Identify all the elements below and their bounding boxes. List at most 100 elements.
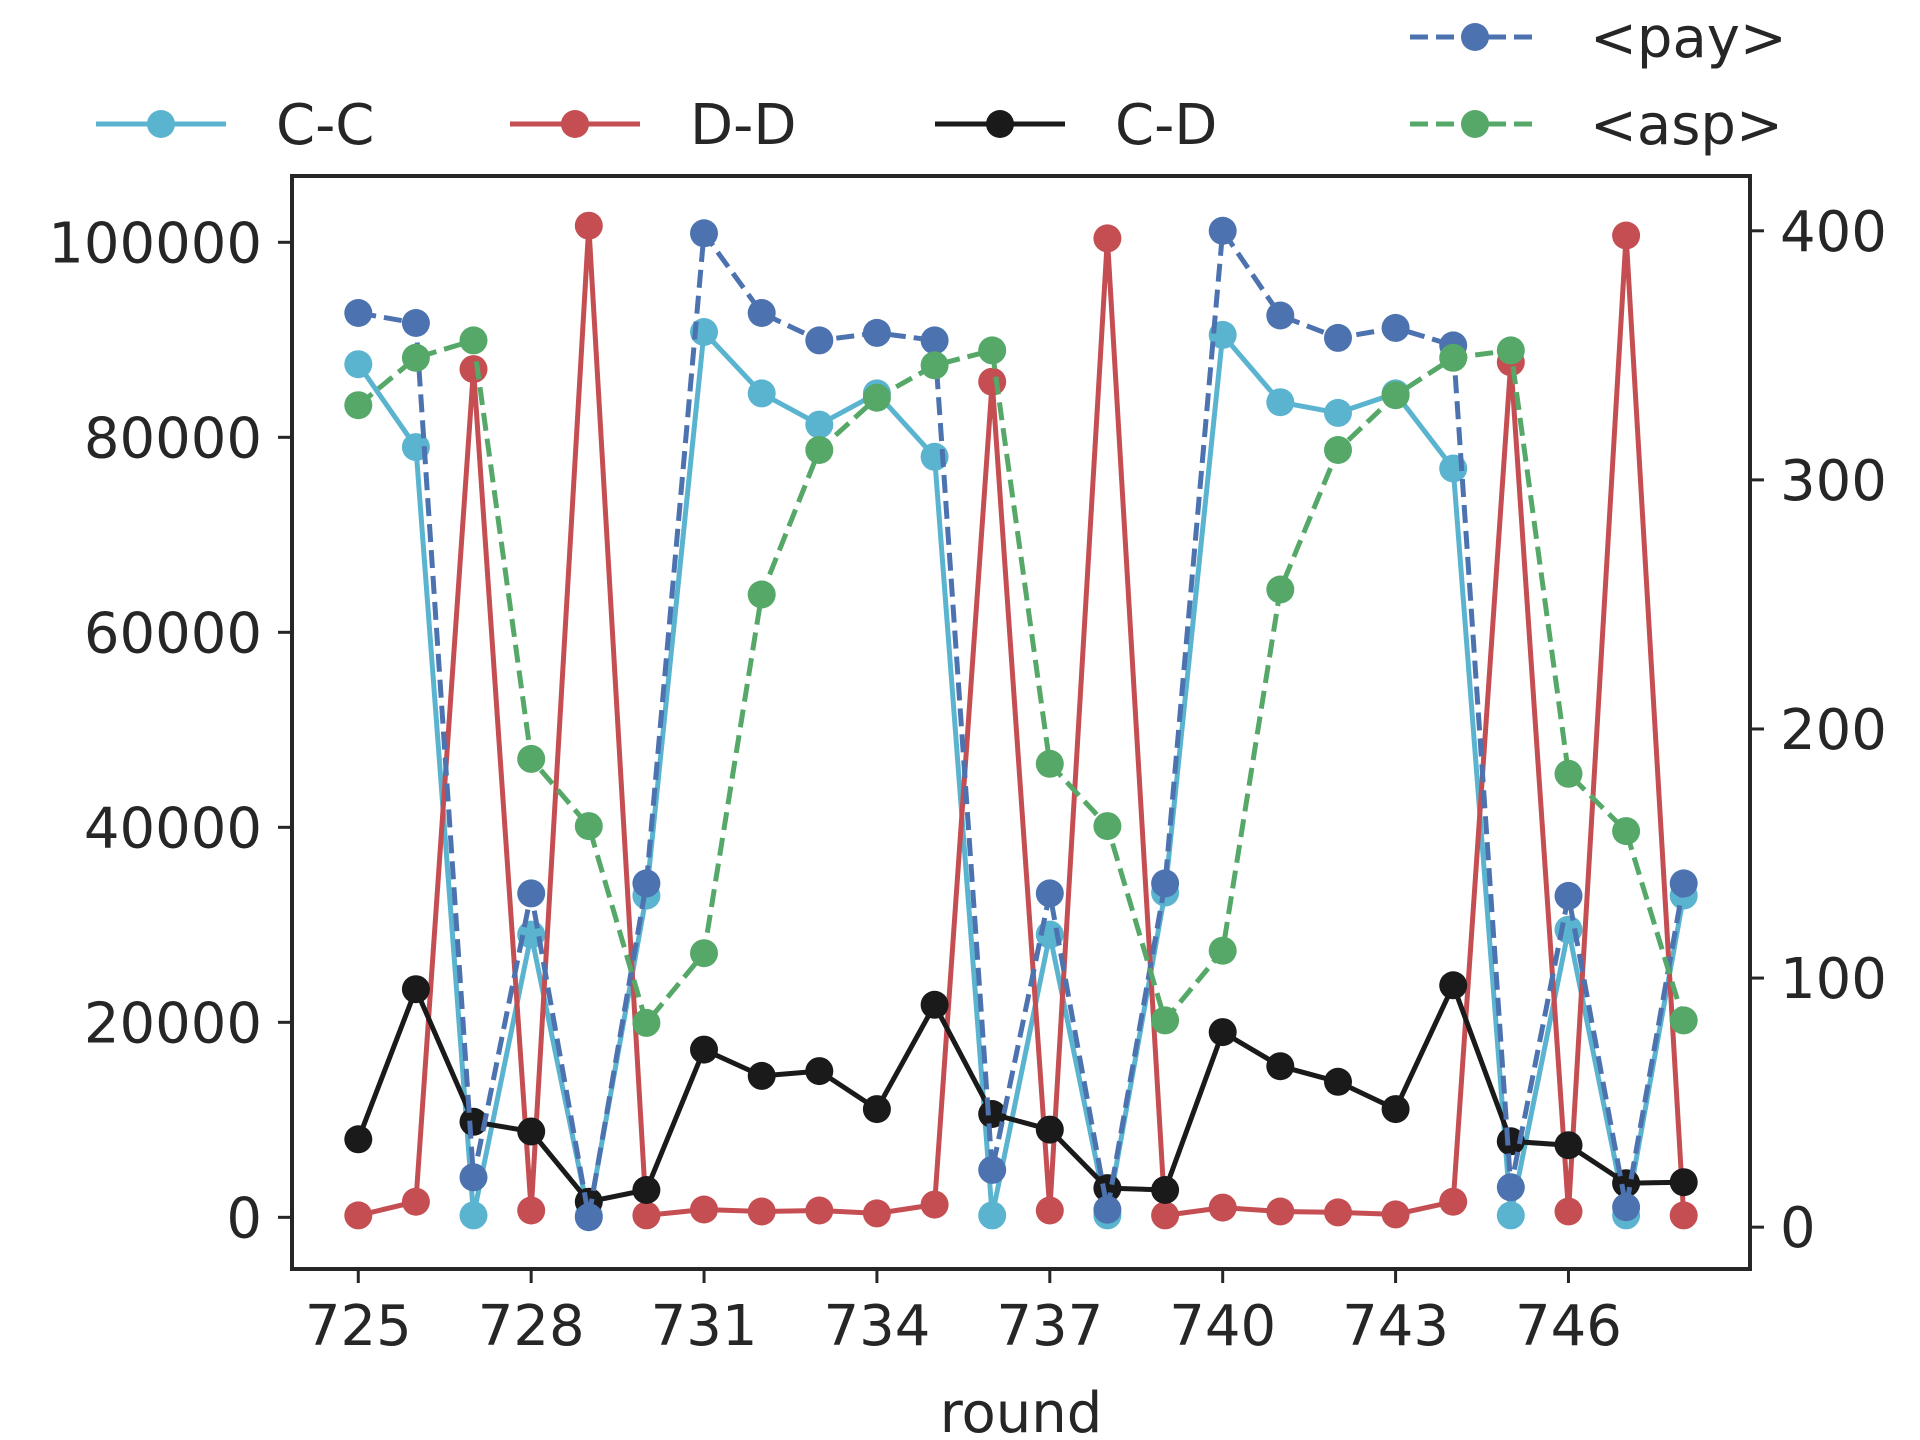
data-point-pay — [1554, 881, 1583, 910]
y-left-tick-label: 100000 — [48, 211, 262, 276]
data-point-asp — [1324, 436, 1352, 464]
y-right-tick-label: 400 — [1780, 200, 1887, 265]
data-point-c-d — [978, 1100, 1007, 1128]
legend-entry-pay: <pay> — [1410, 6, 1787, 71]
x-tick-label: 737 — [996, 1294, 1103, 1359]
data-point-c-d — [459, 1107, 488, 1136]
series-line-pay — [357, 228, 1687, 1220]
x-tick-label: 725 — [305, 1294, 412, 1359]
data-point-c-d — [747, 1061, 776, 1090]
data-point-pay — [1324, 323, 1352, 352]
data-point-c-d — [690, 1035, 718, 1064]
data-point-pay — [401, 309, 430, 337]
data-point-c-d — [1496, 1127, 1525, 1156]
data-point-pay — [1151, 869, 1180, 898]
x-tick-label: 743 — [1342, 1294, 1449, 1359]
y-left-tick-label: 0 — [226, 1186, 262, 1251]
data-point-c-c — [747, 379, 776, 408]
data-point-c-d — [517, 1117, 546, 1146]
data-point-pay — [862, 318, 891, 347]
data-point-c-d — [1208, 1018, 1237, 1047]
x-tick-label: 734 — [823, 1294, 930, 1359]
data-point-pay — [1208, 216, 1237, 245]
data-point-asp — [517, 744, 546, 773]
data-point-pay — [1381, 313, 1410, 342]
data-point-c-d — [862, 1095, 891, 1124]
data-point-pay — [747, 299, 776, 327]
data-point-c-d — [1035, 1115, 1064, 1144]
data-point-asp — [1496, 336, 1525, 365]
series-asp — [344, 326, 1698, 1037]
data-point-pay — [920, 326, 949, 355]
data-point-d-d — [1035, 1196, 1064, 1225]
data-point-d-d — [1208, 1193, 1237, 1222]
data-point-asp — [401, 343, 430, 372]
data-point-asp — [1151, 1006, 1180, 1035]
y-left-tick-label: 40000 — [84, 796, 262, 861]
legend-label: <asp> — [1590, 93, 1783, 158]
data-point-c-c — [1324, 398, 1352, 427]
data-point-pay — [805, 326, 834, 355]
x-tick-label: 731 — [651, 1294, 758, 1359]
data-point-d-d — [517, 1196, 546, 1225]
data-point-c-d — [1266, 1052, 1295, 1081]
plot-area — [290, 174, 1752, 1271]
data-point-asp — [1208, 936, 1237, 965]
data-point-asp — [1439, 343, 1468, 372]
data-point-d-d — [1669, 1201, 1698, 1230]
data-point-c-d — [1669, 1168, 1698, 1197]
data-point-asp — [690, 939, 718, 968]
series-line-asp — [356, 337, 1687, 1026]
data-point-d-d — [862, 1199, 891, 1228]
data-point-d-d — [1554, 1197, 1583, 1226]
legend-entry-asp: <asp> — [1410, 93, 1783, 158]
x-tick-label: 740 — [1169, 1294, 1276, 1359]
data-point-c-c — [344, 350, 373, 379]
data-point-pay — [1266, 301, 1295, 330]
legend-marker — [147, 110, 175, 138]
legend-entry-c-d: C-D — [935, 93, 1217, 158]
data-point-c-c — [459, 1201, 488, 1230]
data-point-pay — [574, 1203, 603, 1232]
data-point-d-d — [805, 1196, 834, 1225]
data-point-asp — [920, 351, 949, 380]
data-point-d-d — [747, 1197, 776, 1226]
y-right-tick-label: 0 — [1780, 1196, 1816, 1261]
data-point-asp — [1554, 759, 1583, 788]
data-point-pay — [1496, 1173, 1525, 1202]
y-right-tick-label: 300 — [1780, 449, 1887, 514]
data-point-d-d — [632, 1201, 661, 1230]
y-left-tick-label: 60000 — [84, 601, 262, 666]
x-tick-label: 728 — [478, 1294, 585, 1359]
data-point-asp — [344, 391, 373, 420]
data-point-c-d — [1439, 971, 1468, 1000]
legend-label: C-D — [1115, 93, 1217, 158]
data-point-c-d — [1151, 1176, 1180, 1204]
y-left-tick-label: 80000 — [84, 406, 262, 471]
data-point-pay — [344, 299, 373, 327]
series-line-d-d — [357, 223, 1687, 1218]
data-point-asp — [574, 812, 603, 841]
x-axis-label: round — [940, 1381, 1103, 1440]
data-point-asp — [1669, 1006, 1698, 1035]
data-point-d-d — [1381, 1200, 1410, 1229]
data-point-pay — [459, 1163, 488, 1192]
data-point-asp — [1266, 575, 1295, 604]
data-point-d-d — [1093, 224, 1122, 253]
data-point-d-d — [1612, 221, 1641, 250]
y-right-tick-label: 200 — [1780, 698, 1887, 763]
data-point-c-d — [1381, 1095, 1410, 1124]
data-point-asp — [459, 326, 488, 355]
data-point-asp — [1035, 749, 1064, 778]
series-layer — [344, 211, 1698, 1232]
data-point-d-d — [1439, 1187, 1468, 1216]
data-point-c-d — [401, 975, 430, 1004]
legend-label: <pay> — [1590, 6, 1787, 71]
data-point-asp — [632, 1008, 661, 1037]
legend-marker — [1461, 110, 1489, 138]
data-point-pay — [632, 869, 661, 898]
data-point-c-d — [632, 1176, 661, 1204]
data-point-c-c — [978, 1201, 1007, 1230]
data-point-d-d — [344, 1201, 373, 1230]
